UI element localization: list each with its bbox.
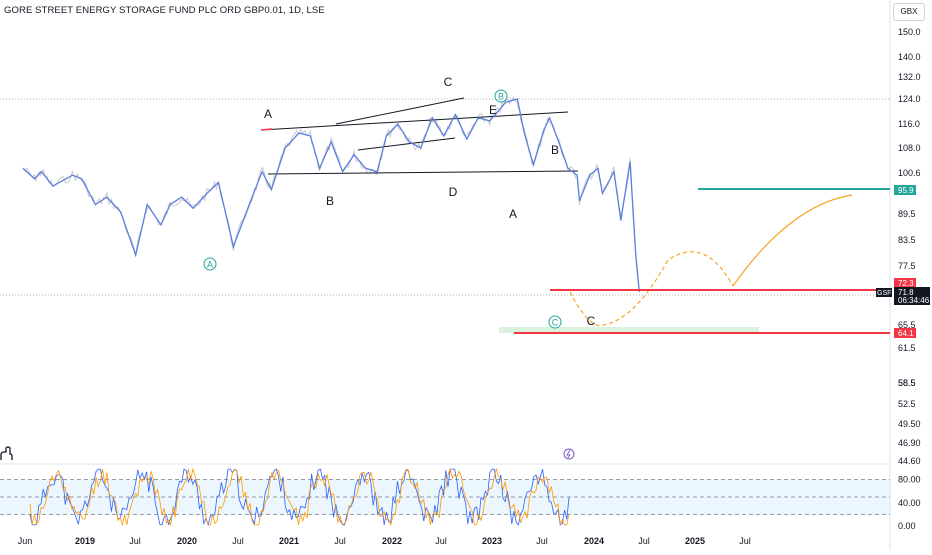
price-tick-3: 124.0 xyxy=(898,94,921,104)
wave-label-3: D xyxy=(449,185,458,199)
price-tick-6: 100.6 xyxy=(898,168,921,178)
time-label-7: 2022 xyxy=(382,536,402,546)
price-tick-8: 83.5 xyxy=(898,235,916,245)
time-label-4: Jul xyxy=(232,536,244,546)
price-tag-0: 95.9 xyxy=(898,186,914,195)
wave-label-4: E xyxy=(489,103,497,117)
tradingview-logo-icon xyxy=(0,446,14,462)
symbol-tag: GSF xyxy=(877,290,891,297)
osc-ylabel-0: 80.00 xyxy=(898,475,921,485)
currency-button[interactable]: GBX xyxy=(893,3,925,21)
time-label-8: Jul xyxy=(435,536,447,546)
wave-label-2: C xyxy=(444,75,453,89)
price-tick-11: 61.5 xyxy=(898,343,916,353)
price-tick-2: 132.0 xyxy=(898,72,921,82)
circled-label-1: B xyxy=(498,92,504,102)
time-label-13: 2025 xyxy=(685,536,705,546)
price-tick-15: 49.50 xyxy=(898,419,921,429)
wave-label-0: A xyxy=(264,107,272,121)
time-label-6: Jul xyxy=(334,536,346,546)
circled-label-2: C xyxy=(552,318,559,328)
upper-trendline-start xyxy=(261,129,272,130)
time-label-12: Jul xyxy=(638,536,650,546)
wave-label-1: B xyxy=(326,194,334,208)
price-tag-1: 72.3 xyxy=(898,279,914,288)
time-label-9: 2023 xyxy=(482,536,502,546)
price-tick-1: 140.0 xyxy=(898,52,921,62)
price-tick-5: 108.0 xyxy=(898,143,921,153)
price-tag-2: 64.1 xyxy=(898,329,914,338)
chart-title: GORE STREET ENERGY STORAGE FUND PLC ORD … xyxy=(4,5,325,16)
wave-label-7: C xyxy=(587,314,596,328)
time-label-3: 2020 xyxy=(177,536,197,546)
price-tick-7: 89.5 xyxy=(898,209,916,219)
price-tick-14: 52.5 xyxy=(898,399,916,409)
time-label-1: 2019 xyxy=(75,536,95,546)
time-label-0: Jun xyxy=(18,536,33,546)
price-axis[interactable]: 150.0 140.0 132.0 124.0 116.0 108.0 100.6 89.5 8… xyxy=(898,27,921,466)
time-label-11: 2024 xyxy=(584,536,604,546)
wave-label-6: B xyxy=(551,143,559,157)
countdown-tag: 06:34:46 xyxy=(898,296,930,305)
circled-label-0: A xyxy=(207,260,213,270)
lightning-icon xyxy=(564,449,574,459)
time-label-10: Jul xyxy=(536,536,548,546)
osc-ylabel-1: 40.00 xyxy=(898,498,921,508)
time-label-14: Jul xyxy=(739,536,751,546)
price-tick-4: 116.0 xyxy=(898,119,920,129)
wave-label-5: A xyxy=(509,207,517,221)
price-tick-9: 77.5 xyxy=(898,261,916,271)
price-tick-13: 55.5 xyxy=(898,378,916,388)
osc-ylabel-2: 0.00 xyxy=(898,521,916,531)
price-tick-0: 150.0 xyxy=(898,27,921,37)
time-label-2: Jul xyxy=(129,536,141,546)
time-label-5: 2021 xyxy=(279,536,299,546)
price-tick-17: 44.60 xyxy=(898,456,921,466)
price-tick-16: 46.90 xyxy=(898,438,921,448)
